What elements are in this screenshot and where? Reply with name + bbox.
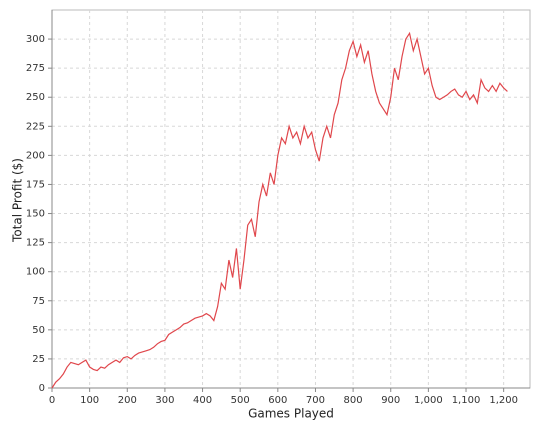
y-axis-label: Total Profit ($) — [11, 158, 25, 243]
data-line — [51, 31, 508, 389]
x-tick-label: 400 — [193, 395, 212, 406]
x-tick-label: 900 — [381, 395, 400, 406]
y-tick-label: 125 — [26, 238, 45, 249]
x-tick-label: 0 — [49, 395, 55, 406]
y-tick-label: 50 — [32, 325, 45, 336]
y-tick-label: 150 — [26, 209, 45, 220]
x-tick-label: 700 — [306, 395, 325, 406]
x-axis-label: Games Played — [248, 407, 334, 421]
x-tick-label: 600 — [268, 395, 287, 406]
y-tick-label: 175 — [26, 179, 45, 190]
y-tick-label: 0 — [39, 383, 45, 394]
y-tick-label: 75 — [32, 296, 45, 307]
y-tick-label: 275 — [26, 63, 45, 74]
x-tick-label: 200 — [118, 395, 137, 406]
y-tick-label: 225 — [26, 121, 45, 132]
x-tick-label: 1,100 — [452, 395, 481, 406]
y-tick-label: 250 — [26, 92, 45, 103]
y-tick-label: 25 — [32, 354, 45, 365]
x-tick-label: 800 — [344, 395, 363, 406]
y-tick-label: 100 — [26, 267, 45, 278]
y-tick-label: 200 — [26, 150, 45, 161]
y-tick-label: 300 — [26, 34, 45, 45]
x-tick-label: 1,000 — [414, 395, 443, 406]
x-tick-label: 300 — [155, 395, 174, 406]
plot-area — [51, 9, 531, 389]
x-tick-label: 100 — [80, 395, 99, 406]
x-tick-label: 500 — [231, 395, 250, 406]
x-tick-label: 1,200 — [489, 395, 518, 406]
